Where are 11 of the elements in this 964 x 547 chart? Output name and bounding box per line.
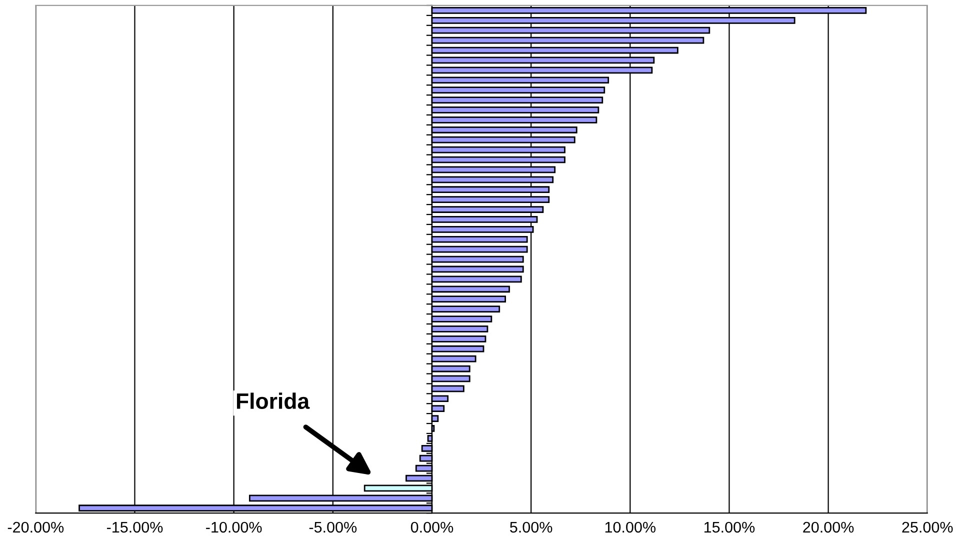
x-tick-label: -5.00% (309, 522, 357, 533)
x-tick-label: 10.00% (605, 522, 656, 533)
x-tick-label: 25.00% (902, 522, 953, 533)
annotation: Florida (236, 392, 310, 410)
x-tick-label: 0.00% (410, 522, 454, 533)
x-tick-label: -15.00% (106, 522, 163, 533)
x-tick-label: 20.00% (803, 522, 854, 533)
x-tick-label: 5.00% (510, 522, 552, 533)
x-tick-label: -10.00% (206, 522, 262, 533)
x-tick-label: 15.00% (704, 522, 755, 533)
x-tick-label: -20.00% (8, 522, 64, 533)
